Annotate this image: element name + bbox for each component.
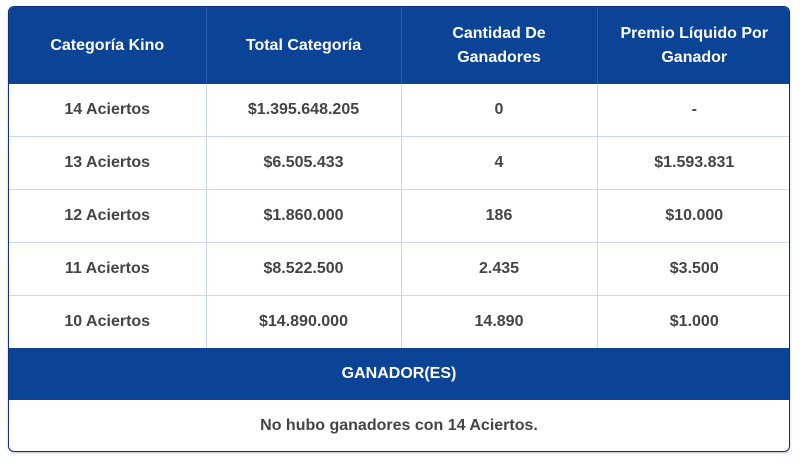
results-table-card: Categoría Kino Total Categoría Cantidad … [8, 6, 790, 452]
cell-cantidad: 4 [401, 136, 598, 190]
table-row: 11 Aciertos $8.522.500 2.435 $3.500 [9, 242, 789, 296]
cell-total: $1.860.000 [206, 189, 402, 243]
header-categoria: Categoría Kino [9, 7, 207, 84]
cell-premio: - [597, 84, 789, 137]
header-premio: Premio Líquido Por Ganador [597, 7, 789, 84]
cell-total: $1.395.648.205 [206, 84, 402, 137]
table-row: 13 Aciertos $6.505.433 4 $1.593.831 [9, 136, 789, 190]
winners-message: No hubo ganadores con 14 Aciertos. [260, 417, 538, 434]
cell-cantidad: 14.890 [401, 295, 598, 348]
cell-cantidad: 186 [401, 189, 598, 243]
cell-total: $14.890.000 [206, 295, 402, 348]
table-row: 10 Aciertos $14.890.000 14.890 $1.000 [9, 295, 789, 348]
cell-categoria: 10 Aciertos [9, 295, 207, 348]
header-cantidad: Cantidad De Ganadores [401, 7, 598, 84]
table-row: 14 Aciertos $1.395.648.205 0 - [9, 84, 789, 137]
cell-cantidad: 2.435 [401, 242, 598, 296]
cell-categoria: 12 Aciertos [9, 189, 207, 243]
cell-premio: $3.500 [597, 242, 789, 296]
cell-premio: $1.593.831 [597, 136, 789, 190]
cell-total: $8.522.500 [206, 242, 402, 296]
table-row: 12 Aciertos $1.860.000 186 $10.000 [9, 189, 789, 243]
cell-cantidad: 0 [401, 84, 598, 137]
cell-total: $6.505.433 [206, 136, 402, 190]
winners-title: GANADOR(ES) [9, 348, 789, 400]
cell-categoria: 14 Aciertos [9, 84, 207, 137]
header-total: Total Categoría [206, 7, 402, 84]
kino-results-table: Categoría Kino Total Categoría Cantidad … [9, 7, 789, 348]
cell-categoria: 13 Aciertos [9, 136, 207, 190]
table-header-row: Categoría Kino Total Categoría Cantidad … [9, 7, 789, 84]
cell-premio: $1.000 [669, 313, 719, 330]
cell-categoria: 11 Aciertos [9, 242, 207, 296]
cell-premio: $10.000 [597, 189, 789, 243]
